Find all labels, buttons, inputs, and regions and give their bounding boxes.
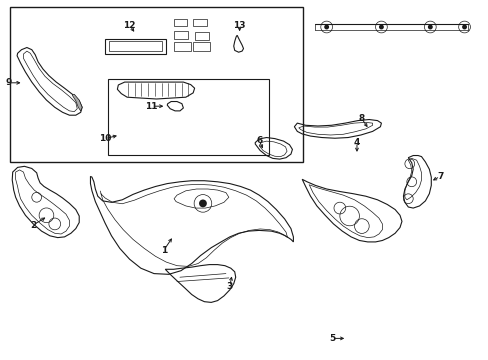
Circle shape — [199, 199, 206, 207]
Polygon shape — [72, 94, 82, 111]
Text: 2: 2 — [30, 220, 36, 230]
Circle shape — [427, 24, 432, 30]
Bar — [173, 42, 190, 51]
Bar — [107, 79, 268, 155]
Bar — [173, 19, 187, 26]
Text: 5: 5 — [329, 334, 335, 343]
Text: 7: 7 — [436, 172, 443, 181]
Text: 10: 10 — [99, 134, 111, 143]
Circle shape — [378, 24, 383, 30]
Circle shape — [461, 24, 466, 30]
Text: 9: 9 — [5, 78, 12, 87]
Bar — [108, 41, 162, 51]
Bar — [10, 7, 303, 162]
Bar — [173, 31, 188, 39]
Text: 11: 11 — [145, 102, 158, 111]
Bar — [105, 39, 166, 54]
Bar — [193, 19, 206, 26]
Circle shape — [324, 24, 328, 30]
Text: 8: 8 — [358, 114, 364, 123]
Text: 6: 6 — [256, 136, 262, 145]
Text: 4: 4 — [353, 138, 360, 147]
Text: 12: 12 — [123, 21, 136, 30]
Bar — [194, 32, 209, 40]
Text: 13: 13 — [233, 21, 245, 30]
Text: 3: 3 — [226, 282, 232, 291]
Text: 1: 1 — [161, 246, 166, 255]
Bar — [193, 42, 210, 51]
